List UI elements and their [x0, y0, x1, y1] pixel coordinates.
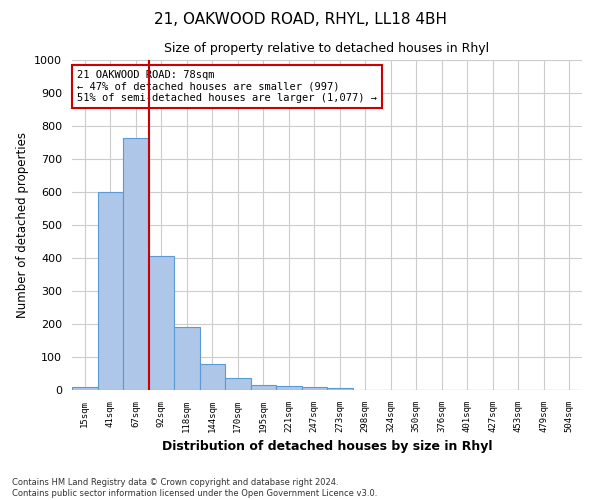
- Text: 21, OAKWOOD ROAD, RHYL, LL18 4BH: 21, OAKWOOD ROAD, RHYL, LL18 4BH: [154, 12, 446, 28]
- Bar: [97, 192, 123, 390]
- Text: 21 OAKWOOD ROAD: 78sqm
← 47% of detached houses are smaller (997)
51% of semi-de: 21 OAKWOOD ROAD: 78sqm ← 47% of detached…: [77, 70, 377, 103]
- X-axis label: Distribution of detached houses by size in Rhyl: Distribution of detached houses by size …: [162, 440, 492, 454]
- Bar: [276, 386, 302, 390]
- Y-axis label: Number of detached properties: Number of detached properties: [16, 132, 29, 318]
- Bar: [302, 386, 327, 390]
- Bar: [72, 386, 97, 390]
- Bar: [149, 256, 174, 390]
- Bar: [251, 385, 276, 390]
- Bar: [174, 328, 199, 390]
- Bar: [123, 138, 149, 390]
- Text: Contains HM Land Registry data © Crown copyright and database right 2024.
Contai: Contains HM Land Registry data © Crown c…: [12, 478, 377, 498]
- Bar: [225, 378, 251, 390]
- Bar: [199, 364, 225, 390]
- Bar: [327, 388, 353, 390]
- Title: Size of property relative to detached houses in Rhyl: Size of property relative to detached ho…: [164, 42, 490, 54]
